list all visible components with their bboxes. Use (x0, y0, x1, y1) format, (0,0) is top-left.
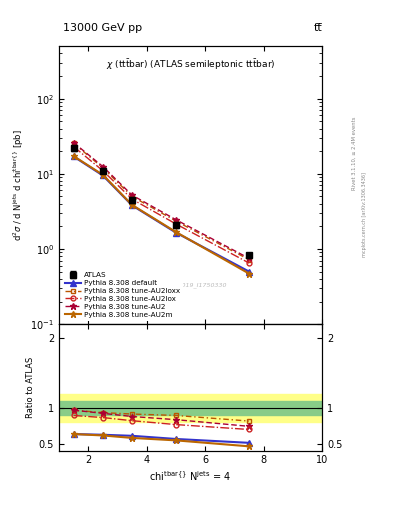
Pythia 8.308 tune-AU2lox (71, 143, 76, 150)
Text: mcplots.cern.ch [arXiv:1306.3436]: mcplots.cern.ch [arXiv:1306.3436] (362, 173, 367, 258)
Pythia 8.308 tune-AU2loxx (130, 194, 134, 200)
Bar (59, 394, 322, 422)
Pythia 8.308 tune-AU2m (130, 202, 134, 208)
Pythia 8.308 tune-AU2m (71, 153, 76, 159)
Text: $\chi$ (tt$\bar{\rm t}$bar) (ATLAS semileptonic tt$\bar{\rm t}$bar): $\chi$ (tt$\bar{\rm t}$bar) (ATLAS semil… (106, 57, 275, 72)
Pythia 8.308 tune-AU2lox (174, 221, 178, 227)
Pythia 8.308 tune-AU2 (174, 217, 178, 223)
Text: ATLAS_2019_I1750330: ATLAS_2019_I1750330 (155, 283, 226, 288)
Text: Rivet 3.1.10, ≥ 2.4M events: Rivet 3.1.10, ≥ 2.4M events (352, 117, 357, 190)
Pythia 8.308 tune-AU2m (101, 172, 105, 178)
Legend: ATLAS, Pythia 8.308 default, Pythia 8.308 tune-AU2loxx, Pythia 8.308 tune-AU2lox: ATLAS, Pythia 8.308 default, Pythia 8.30… (62, 269, 183, 321)
Pythia 8.308 tune-AU2 (101, 163, 105, 169)
Pythia 8.308 tune-AU2loxx (247, 257, 252, 263)
Line: Pythia 8.308 default: Pythia 8.308 default (71, 154, 252, 274)
Line: Pythia 8.308 tune-AU2loxx: Pythia 8.308 tune-AU2loxx (71, 141, 252, 262)
Line: Pythia 8.308 tune-AU2m: Pythia 8.308 tune-AU2m (70, 153, 253, 277)
Pythia 8.308 tune-AU2 (130, 192, 134, 198)
Y-axis label: d$^2\sigma$ / d N$^{\rm jets}$ d chi$^{\rm tbar\{\}}$ [pb]: d$^2\sigma$ / d N$^{\rm jets}$ d chi$^{\… (12, 129, 26, 241)
Pythia 8.308 tune-AU2 (247, 255, 252, 262)
Line: Pythia 8.308 tune-AU2: Pythia 8.308 tune-AU2 (70, 139, 253, 262)
Bar (59, 401, 322, 415)
Pythia 8.308 tune-AU2m (174, 229, 178, 235)
Pythia 8.308 default (101, 173, 105, 179)
Pythia 8.308 tune-AU2lox (130, 196, 134, 202)
Pythia 8.308 tune-AU2 (71, 140, 76, 146)
Pythia 8.308 default (130, 202, 134, 208)
Pythia 8.308 default (174, 229, 178, 236)
Pythia 8.308 tune-AU2lox (101, 167, 105, 174)
Pythia 8.308 tune-AU2m (247, 270, 252, 276)
Pythia 8.308 default (71, 154, 76, 160)
Pythia 8.308 tune-AU2loxx (71, 140, 76, 146)
X-axis label: chi$^{\rm tbar\{\}}$ N$^{\rm jets}$ = 4: chi$^{\rm tbar\{\}}$ N$^{\rm jets}$ = 4 (149, 470, 232, 483)
Y-axis label: Ratio to ATLAS: Ratio to ATLAS (26, 357, 35, 418)
Pythia 8.308 default (247, 268, 252, 274)
Line: Pythia 8.308 tune-AU2lox: Pythia 8.308 tune-AU2lox (71, 144, 252, 266)
Pythia 8.308 tune-AU2loxx (174, 218, 178, 224)
Text: 13000 GeV pp: 13000 GeV pp (63, 23, 142, 33)
Pythia 8.308 tune-AU2loxx (101, 165, 105, 171)
Text: tt̅: tt̅ (314, 23, 322, 33)
Pythia 8.308 tune-AU2lox (247, 260, 252, 266)
